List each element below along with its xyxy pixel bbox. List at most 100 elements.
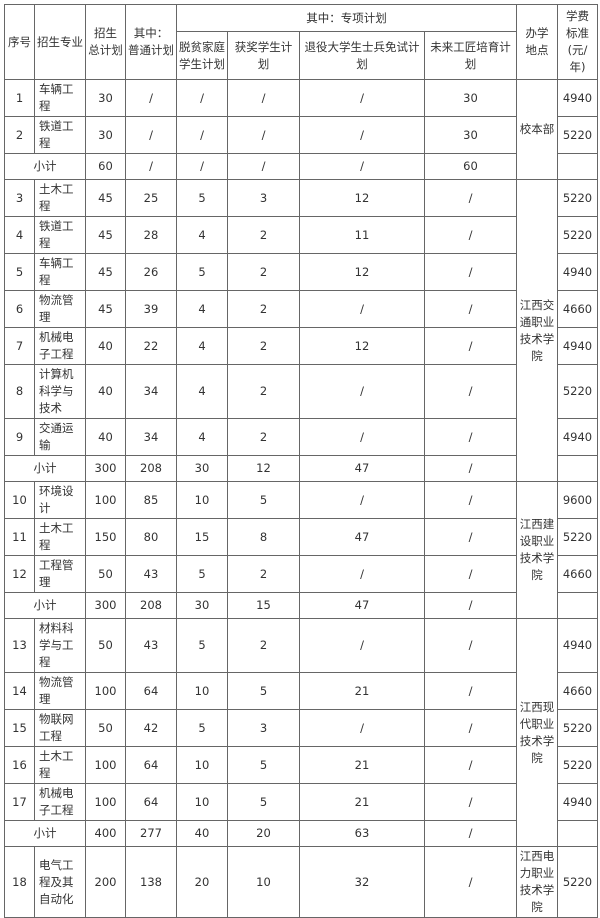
table-row: 1 车辆工程 30// //30 校本部 4940 (4, 79, 598, 180)
cell-fee: 5220 (557, 846, 598, 918)
cell-poverty-plan: 4 (176, 418, 228, 456)
cell-index: 2 (4, 116, 35, 154)
cell-veteran-plan: 12 (299, 327, 425, 365)
cell-total-plan: 300 (85, 455, 126, 482)
table-row: 13 材料科学与工程 50 43 5 2// 江西现代职业技术学院 4940 (4, 618, 598, 847)
cell-index: 4 (4, 216, 35, 254)
cell-fee: 4660 (557, 672, 598, 710)
cell-craftsman-plan: / (424, 253, 517, 291)
subtotal-row: 小计 60// //60 (4, 153, 598, 180)
cell-regular-plan: 42 (125, 709, 177, 747)
header-regular-line: 普通计划 (128, 43, 174, 57)
cell-veteran-plan: 32 (299, 846, 425, 918)
header-major: 招生专业 (34, 4, 86, 80)
cell-total-plan: 100 (85, 672, 126, 710)
cell-craftsman-plan: / (424, 518, 517, 556)
cell-total-plan: 100 (85, 783, 126, 821)
cell-index: 11 (4, 518, 35, 556)
cell-award-plan: 2 (227, 216, 300, 254)
cell-craftsman-plan: / (424, 327, 517, 365)
header-line: 学生计划 (179, 56, 225, 71)
cell-fee: 5220 (557, 216, 598, 254)
cell-award-plan: / (227, 153, 300, 180)
cell-index: 7 (4, 327, 35, 365)
cell-fee: 5220 (557, 709, 598, 747)
cell-regular-plan: 25 (125, 179, 177, 217)
header-craftsman-plan: 未来工匠培育计划 (424, 31, 517, 80)
cell-veteran-plan: / (299, 116, 425, 154)
cell-regular-plan: 28 (125, 216, 177, 254)
cell-craftsman-plan: / (424, 846, 517, 918)
cell-fee: 9600 (557, 481, 598, 519)
enrollment-plan-table: 序号 招生专业 招生 总计划 其中： 普通计划 其中：专项计划 办学 地点 学费 标准 (… (4, 4, 598, 918)
table-row: 10 环境设计 100 85 10 5// 江西建设职业技术学院 9600 (4, 481, 598, 619)
cell-award-plan: / (227, 116, 300, 154)
cell-major: 交通运输 (34, 418, 86, 456)
cell-major: 电气工程及其自动化 (34, 846, 86, 918)
header-total: 招生 总计划 (85, 4, 126, 80)
cell-veteran-plan: 63 (299, 820, 425, 847)
table-body: 1 车辆工程 30// //30 校本部 4940 2 铁道工程 30// //30 5220 小计 6… (4, 79, 598, 918)
table-row: 7 机械电子工程 40 22 4 2 12/ 4940 (4, 327, 598, 365)
cell-veteran-plan: 12 (299, 253, 425, 291)
cell-index: 16 (4, 746, 35, 784)
cell-award-plan: / (227, 79, 300, 117)
cell-award-plan: 20 (227, 820, 300, 847)
cell-major: 物联网工程 (34, 709, 86, 747)
header-line: 脱贫家庭 (179, 39, 225, 54)
cell-award-plan: 5 (227, 481, 300, 519)
header-total-line: 总计划 (88, 43, 123, 57)
cell-regular-plan: / (125, 116, 177, 154)
cell-major: 材料科学与工程 (34, 618, 86, 673)
cell-veteran-plan: / (299, 79, 425, 117)
cell-craftsman-plan: / (424, 555, 517, 593)
cell-poverty-plan: 30 (176, 455, 228, 482)
cell-major: 车辆工程 (34, 79, 86, 117)
cell-poverty-plan: 30 (176, 592, 228, 619)
cell-craftsman-plan: / (424, 820, 517, 847)
cell-fee: 4940 (557, 418, 598, 456)
cell-poverty-plan: / (176, 153, 228, 180)
cell-award-plan: 3 (227, 179, 300, 217)
cell-poverty-plan: 4 (176, 327, 228, 365)
cell-poverty-plan: 5 (176, 555, 228, 593)
cell-award-plan: 8 (227, 518, 300, 556)
header-location-line: 地点 (525, 43, 549, 57)
cell-veteran-plan: 47 (299, 455, 425, 482)
cell-location: 江西电力职业技术学院 (516, 846, 558, 918)
cell-poverty-plan: / (176, 79, 228, 117)
table-row: 16 土木工程 100 64 10 5 21/ 5220 (4, 746, 598, 784)
cell-major: 工程管理 (34, 555, 86, 593)
cell-award-plan: 2 (227, 418, 300, 456)
subtotal-label: 小计 (4, 153, 86, 180)
cell-craftsman-plan: / (424, 216, 517, 254)
table-row: 18 电气工程及其自动化 200 138 20 10 32/江西电力职业技术学院 5220 (4, 846, 598, 918)
cell-veteran-plan: / (299, 709, 425, 747)
cell-craftsman-plan: / (424, 746, 517, 784)
cell-regular-plan: 26 (125, 253, 177, 291)
cell-craftsman-plan: 30 (424, 79, 517, 117)
cell-fee (557, 592, 598, 619)
subtotal-label: 小计 (4, 592, 86, 619)
table-row: 3 土木工程 45 25 5 3 12/江西交通职业技术学院 5220 (4, 179, 598, 482)
cell-fee: 4660 (557, 290, 598, 328)
cell-total-plan: 30 (85, 116, 126, 154)
cell-regular-plan: 64 (125, 783, 177, 821)
header-fee-line: 学费 (566, 9, 589, 23)
subtotal-label: 小计 (4, 820, 86, 847)
cell-major: 车辆工程 (34, 253, 86, 291)
cell-index: 5 (4, 253, 35, 291)
cell-major: 铁道工程 (34, 116, 86, 154)
cell-fee: 4940 (557, 253, 598, 291)
cell-regular-plan: 34 (125, 364, 177, 419)
cell-fee (557, 455, 598, 482)
cell-poverty-plan: 15 (176, 518, 228, 556)
header-location: 办学 地点 (516, 4, 558, 80)
cell-index: 15 (4, 709, 35, 747)
cell-award-plan: 2 (227, 618, 300, 673)
header-total-line: 招生 (94, 26, 117, 40)
cell-regular-plan: 64 (125, 746, 177, 784)
cell-poverty-plan: 5 (176, 179, 228, 217)
cell-fee: 4940 (557, 783, 598, 821)
cell-major: 土木工程 (34, 518, 86, 556)
